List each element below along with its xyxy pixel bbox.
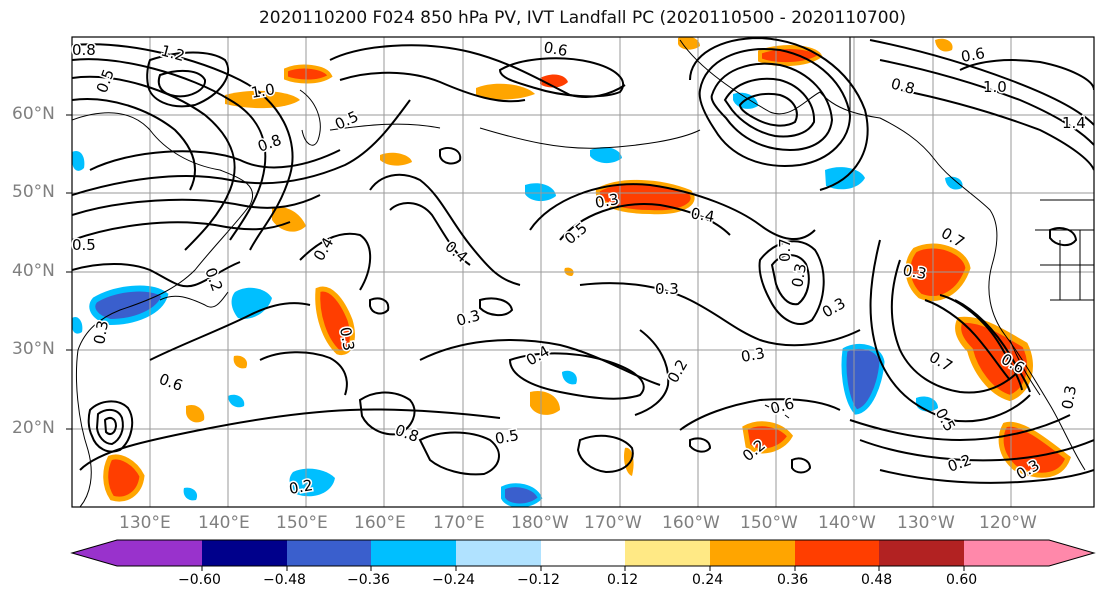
lon-label: 120°W — [979, 513, 1037, 533]
colorbar-tick-label: −0.36 — [347, 572, 390, 588]
anomaly-patch — [233, 355, 248, 369]
anomaly-patch — [998, 421, 1071, 478]
contour-label: 0.3 — [594, 190, 621, 212]
coastline-kamchatka — [299, 89, 321, 146]
anomaly-patch — [678, 37, 700, 50]
pv-contours — [72, 37, 1094, 484]
anomaly-patch — [72, 316, 83, 334]
anomaly-patch — [183, 487, 198, 501]
colorbar-tick-label: 0.60 — [946, 572, 978, 588]
contour-label: 0.8 — [72, 41, 96, 59]
anomaly-patch — [228, 394, 245, 408]
anomaly-patch — [935, 38, 953, 52]
colorbar-segment — [879, 540, 964, 566]
contour-label: 0.5 — [494, 426, 521, 448]
anomaly-patch — [89, 285, 169, 326]
contour-label: 1.0 — [983, 78, 1007, 96]
coastline-asia — [72, 112, 254, 507]
anomaly-patch — [284, 64, 333, 84]
coastline-na-west — [988, 264, 1086, 471]
anomaly-patch — [289, 468, 335, 497]
anomaly-patch — [225, 90, 300, 109]
colorbar-tick-label: −0.24 — [432, 572, 475, 588]
coastline-japan — [159, 291, 229, 308]
coastlines — [72, 37, 1094, 507]
colorbar-outline — [70, 539, 1096, 567]
colorbar-tick-label: 0.24 — [692, 572, 724, 588]
anomaly-patch — [501, 483, 543, 507]
lon-label: 130°E — [119, 513, 171, 533]
colorbar-tick-label: 0.36 — [777, 572, 809, 588]
colorbar-segment — [541, 540, 626, 566]
lon-label: 170°E — [433, 513, 485, 533]
colorbar-segment — [202, 540, 287, 566]
colorbar-tick-label: 0.12 — [607, 572, 639, 588]
colorbar-segment — [371, 540, 456, 566]
anomaly-patch — [380, 152, 412, 166]
anomaly-patch — [315, 286, 355, 356]
anomaly-patch — [231, 287, 272, 319]
lat-label: 40°N — [12, 261, 55, 281]
colorbar-extend-right — [1049, 540, 1094, 566]
anomaly-patch — [945, 176, 963, 190]
tick-marks — [66, 114, 72, 430]
anomaly-patch — [590, 147, 622, 164]
colorbar-tick-label: −0.60 — [178, 572, 221, 588]
colorbar-tick-label: −0.48 — [263, 572, 306, 588]
lon-label: 140°W — [818, 513, 876, 533]
lat-label: 60°N — [12, 104, 55, 124]
lon-label: 170°W — [584, 513, 642, 533]
lat-label: 50°N — [12, 182, 55, 202]
anomaly-patch — [476, 83, 535, 100]
colorbar-segment — [795, 540, 880, 566]
lon-label: 140°E — [198, 513, 250, 533]
colorbar-segment — [710, 540, 795, 566]
coastline-aleutians — [329, 123, 701, 149]
anomaly-patch — [595, 180, 695, 215]
colorbar-tick-label: −0.12 — [517, 572, 560, 588]
hawaii — [764, 404, 790, 419]
lon-label: 150°E — [276, 513, 328, 533]
lon-label: 160°E — [354, 513, 406, 533]
lat-label: 20°N — [12, 418, 55, 438]
contour-label: 0.3 — [655, 280, 679, 298]
map-title: 2020110200 F024 850 hPa PV, IVT Landfall… — [258, 8, 906, 28]
contour-label: 1.4 — [1062, 114, 1086, 132]
contour-label: 0.6 — [542, 38, 569, 60]
coastline-alaska — [679, 39, 998, 266]
lon-label: 150°W — [740, 513, 798, 533]
anomaly-patch — [72, 150, 85, 171]
contour-label: 0.4 — [689, 204, 716, 226]
coastline-baja — [1009, 339, 1041, 396]
border-states — [1035, 229, 1094, 301]
colorbar-segment — [287, 540, 372, 566]
colorbar — [70, 539, 1096, 571]
colorbar-extend-left — [72, 540, 117, 566]
lon-label: 180°W — [511, 513, 569, 533]
contour-label: 0.7 — [776, 238, 794, 262]
anomaly-patch — [742, 421, 794, 454]
border-canada — [849, 37, 1094, 201]
anomaly-patch — [186, 404, 205, 423]
colorbar-tick-label: 0.48 — [861, 572, 893, 588]
contour-label: 0.6 — [960, 44, 987, 66]
lat-label: 30°N — [12, 339, 55, 359]
colorbar-segment — [456, 540, 541, 566]
anomaly-patch — [530, 390, 560, 415]
contour-label: 0.5 — [72, 236, 96, 254]
colorbar-segment — [625, 540, 710, 566]
colorbar-segment — [964, 540, 1049, 566]
lon-label: 160°W — [662, 513, 720, 533]
graticule — [72, 37, 1094, 507]
anomaly-patch — [623, 447, 634, 476]
lon-label: 130°W — [897, 513, 955, 533]
anomaly-patch — [103, 454, 145, 502]
anomaly-patch — [562, 370, 577, 385]
colorbar-segment — [117, 540, 202, 566]
